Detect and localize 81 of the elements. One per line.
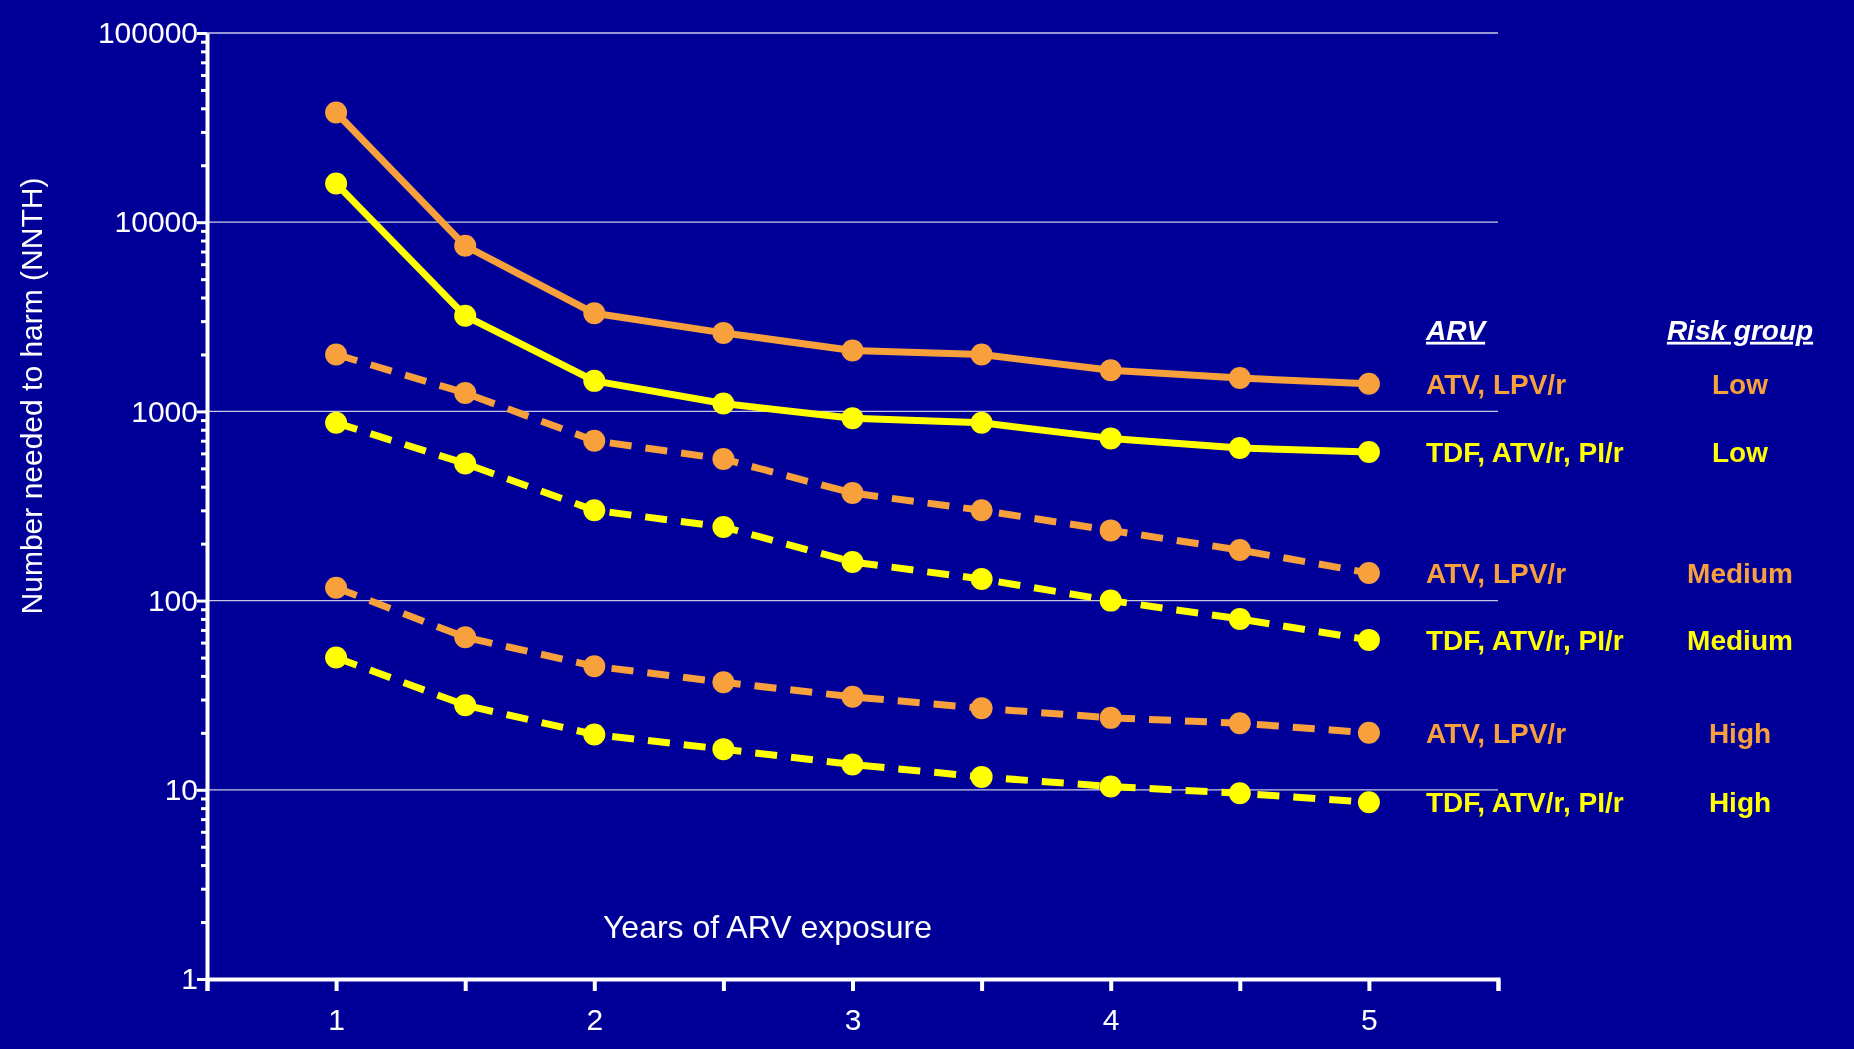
point	[712, 738, 735, 761]
text: High	[1708, 787, 1772, 819]
point	[970, 343, 993, 366]
series-label: ATV, LPV/r	[1426, 717, 1567, 749]
point	[583, 723, 606, 746]
point	[1228, 782, 1251, 805]
x-tick-label: 4	[1102, 1003, 1120, 1037]
point	[325, 172, 348, 195]
series-label: ATV, LPV/r	[1426, 368, 1567, 400]
point	[970, 765, 993, 788]
point	[1099, 519, 1122, 542]
text: Risk group	[1666, 314, 1814, 346]
series-label: TDF, ATV/r, PI/r	[1426, 787, 1624, 819]
point	[454, 694, 477, 717]
point	[1099, 706, 1122, 729]
point	[712, 392, 735, 415]
text: Low	[1712, 437, 1769, 469]
point	[454, 234, 477, 257]
series-label: TDF, ATV/r, PI/r	[1426, 437, 1624, 469]
point	[1357, 561, 1380, 584]
point	[712, 671, 735, 694]
point	[325, 411, 348, 434]
point	[325, 343, 348, 366]
series-label: TDF, ATV/r, PI/r	[1426, 624, 1624, 656]
y-tick-label: 10	[164, 772, 198, 806]
point	[325, 646, 348, 669]
point	[1357, 721, 1380, 744]
point	[712, 515, 735, 538]
point	[583, 655, 606, 678]
point	[1357, 628, 1380, 651]
y-tick-label: 10000	[114, 205, 198, 239]
point	[841, 407, 864, 430]
point	[1099, 427, 1122, 450]
point	[1357, 441, 1380, 463]
point	[970, 568, 993, 591]
point	[454, 382, 477, 405]
point	[1228, 712, 1251, 735]
point	[454, 452, 477, 475]
y-tick-label: 1000	[131, 394, 198, 428]
point	[454, 304, 477, 327]
point	[583, 302, 606, 325]
point	[583, 499, 606, 522]
point	[1228, 437, 1251, 460]
point	[1357, 791, 1380, 814]
point	[841, 685, 864, 708]
text: Medium	[1687, 557, 1793, 589]
series-label: ATV, LPV/r	[1426, 557, 1567, 589]
point	[1228, 607, 1251, 630]
x-tick-label: 2	[586, 1003, 604, 1037]
point	[841, 339, 864, 362]
point	[325, 101, 348, 124]
point	[1357, 372, 1380, 395]
point	[1099, 775, 1122, 798]
point	[712, 448, 735, 471]
point	[970, 499, 993, 522]
point	[1099, 589, 1122, 612]
x-axis-title: Years of ARV exposure	[602, 909, 933, 945]
point	[1228, 367, 1251, 390]
point	[841, 482, 864, 505]
text: Low	[1712, 368, 1769, 400]
point	[841, 551, 864, 573]
y-tick-label: 1	[181, 962, 198, 996]
text: High	[1708, 717, 1772, 749]
x-tick-label: 3	[844, 1003, 862, 1037]
text: Medium	[1687, 624, 1793, 656]
point	[325, 576, 348, 599]
y-axis-title: Number needed to harm (NNTH)	[15, 177, 48, 615]
y-tick-label: 100	[147, 583, 198, 617]
legend-title: ARV	[1425, 314, 1488, 346]
point	[583, 369, 606, 392]
point	[583, 429, 606, 452]
point	[970, 411, 993, 434]
x-tick-label: 1	[328, 1003, 345, 1037]
point	[712, 321, 735, 344]
y-tick-label: 100000	[97, 16, 198, 50]
point	[454, 626, 477, 649]
point	[970, 697, 993, 720]
x-tick-label: 5	[1361, 1003, 1378, 1037]
point	[1228, 539, 1251, 562]
point	[841, 753, 864, 776]
point	[1099, 359, 1122, 382]
